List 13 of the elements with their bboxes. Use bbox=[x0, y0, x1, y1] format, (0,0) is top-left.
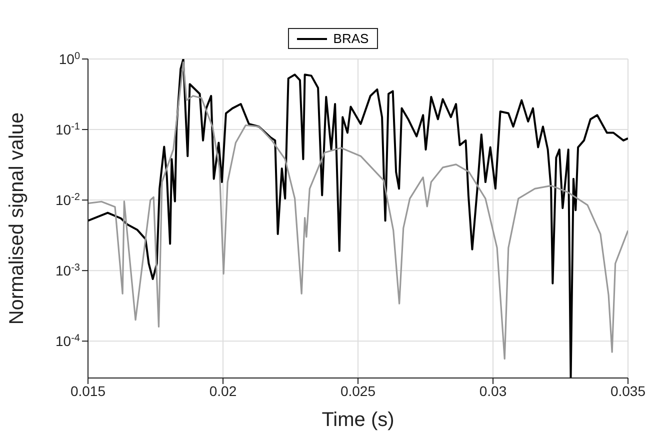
y-tick-label: 10$^{-3}$ bbox=[56, 262, 80, 279]
y-tick-label: 10$^{0}$ bbox=[58, 50, 80, 67]
y-axis-title: Normalised signal value bbox=[6, 112, 28, 325]
legend-label: BRAS bbox=[332, 31, 369, 46]
x-tick-label: 0.03 bbox=[479, 382, 507, 399]
y-tick-label: 10$^{-1}$ bbox=[56, 121, 80, 138]
x-tick-label: 0.025 bbox=[340, 382, 376, 399]
x-tick-label: 0.015 bbox=[70, 382, 106, 399]
y-tick-label: 10$^{-4}$ bbox=[56, 332, 80, 350]
x-tick-label: 0.02 bbox=[209, 382, 237, 399]
x-axis-title: Time (s) bbox=[322, 409, 394, 431]
x-tick-label: 0.035 bbox=[610, 382, 646, 399]
y-tick-label: 10$^{-2}$ bbox=[56, 192, 80, 208]
